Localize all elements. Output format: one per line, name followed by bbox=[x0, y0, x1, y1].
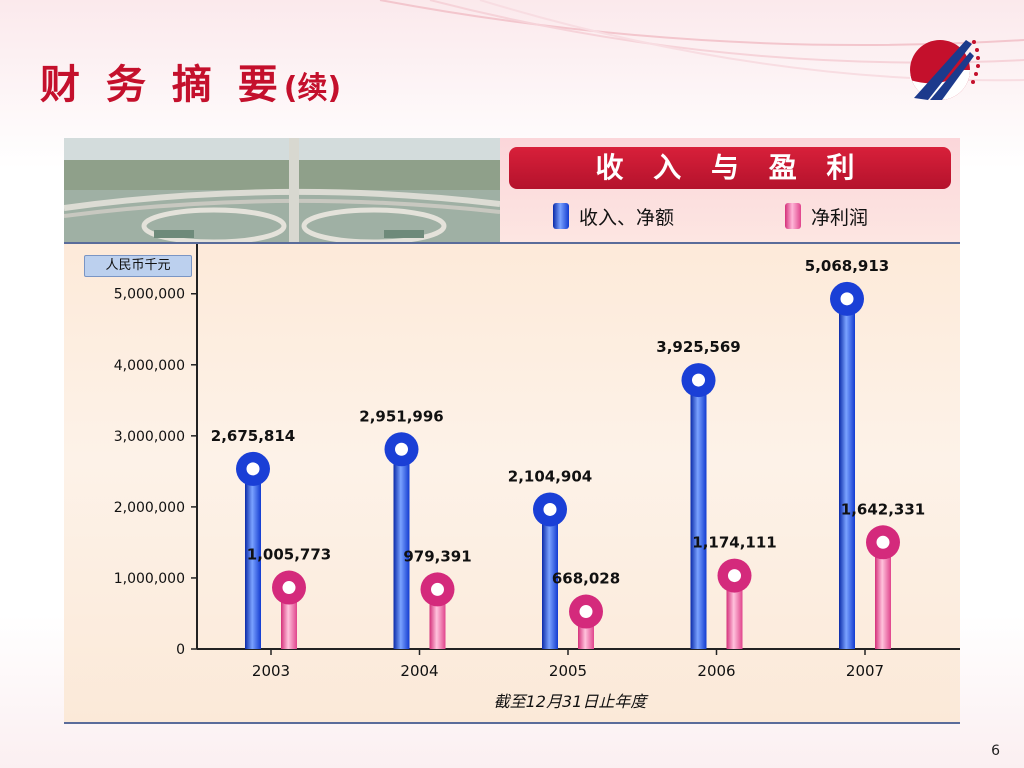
revenue-data-label: 2,951,996 bbox=[359, 407, 443, 425]
y-tick-label: 5,000,000 bbox=[114, 287, 185, 303]
legend-item-revenue: 收入、净额 bbox=[553, 203, 674, 229]
net-profit-bar-cap-center bbox=[282, 581, 296, 595]
revenue-bar bbox=[393, 449, 410, 649]
net-profit-bar-cap-center bbox=[431, 582, 444, 596]
y-tick-label: 1,000,000 bbox=[114, 571, 185, 587]
net-profit-data-label: 1,174,111 bbox=[692, 534, 776, 552]
revenue-bar-cap-center bbox=[395, 442, 408, 456]
net-profit-bar bbox=[726, 575, 743, 649]
company-logo bbox=[910, 40, 980, 100]
revenue-bar-cap-center bbox=[840, 292, 854, 306]
header-divider bbox=[64, 242, 960, 244]
revenue-data-label: 2,675,814 bbox=[211, 427, 295, 445]
revenue-bar-cap-center bbox=[543, 502, 557, 516]
x-tick-label: 2007 bbox=[846, 662, 884, 680]
revenue-bar bbox=[245, 468, 261, 649]
revenue-data-label: 5,068,913 bbox=[805, 257, 889, 275]
y-tick-label: 4,000,000 bbox=[114, 358, 185, 374]
y-tick-label: 2,000,000 bbox=[114, 500, 185, 516]
legend-label-revenue: 收入、净额 bbox=[579, 206, 675, 229]
bottom-divider bbox=[64, 722, 960, 724]
legend-item-net-profit: 净利润 bbox=[785, 203, 868, 229]
x-tick-label: 2005 bbox=[549, 662, 587, 680]
revenue-data-label: 3,925,569 bbox=[656, 338, 740, 356]
revenue-bar-cap-center bbox=[692, 373, 705, 387]
revenue-bar-cap-center bbox=[246, 462, 260, 476]
net-profit-bar-cap-center bbox=[579, 605, 593, 619]
page-title-suffix: (续) bbox=[283, 71, 342, 106]
highway-photo bbox=[64, 138, 500, 244]
net-profit-data-label: 1,005,773 bbox=[247, 546, 331, 564]
chart-title: 收 入 与 盈 利 bbox=[509, 147, 951, 189]
page-title: 财 务 摘 要(续) bbox=[40, 62, 342, 108]
revenue-bar bbox=[839, 298, 855, 649]
x-tick-label: 2003 bbox=[252, 662, 290, 680]
revenue-bar bbox=[542, 509, 558, 649]
y-tick-label: 0 bbox=[176, 642, 185, 658]
net-profit-data-label: 979,391 bbox=[403, 547, 471, 565]
revenue-data-label: 2,104,904 bbox=[508, 467, 592, 485]
page-number: 6 bbox=[991, 743, 1000, 759]
net-profit-data-label: 1,642,331 bbox=[841, 500, 925, 518]
x-tick-label: 2006 bbox=[697, 662, 735, 680]
x-axis-title: 截至12月31日止年度 bbox=[493, 692, 647, 711]
legend-swatch-net-profit bbox=[785, 203, 801, 229]
net-profit-bar-cap-center bbox=[728, 569, 741, 583]
net-profit-bar-cap-center bbox=[876, 535, 890, 549]
revenue-bar bbox=[690, 380, 707, 649]
legend-swatch-revenue bbox=[553, 203, 569, 229]
x-tick-label: 2004 bbox=[400, 662, 438, 680]
legend-label-net-profit: 净利润 bbox=[811, 206, 869, 229]
net-profit-bar bbox=[875, 542, 891, 649]
y-tick-label: 3,000,000 bbox=[114, 429, 185, 445]
unit-label: 人民币千元 bbox=[84, 255, 192, 277]
net-profit-data-label: 668,028 bbox=[552, 570, 620, 588]
